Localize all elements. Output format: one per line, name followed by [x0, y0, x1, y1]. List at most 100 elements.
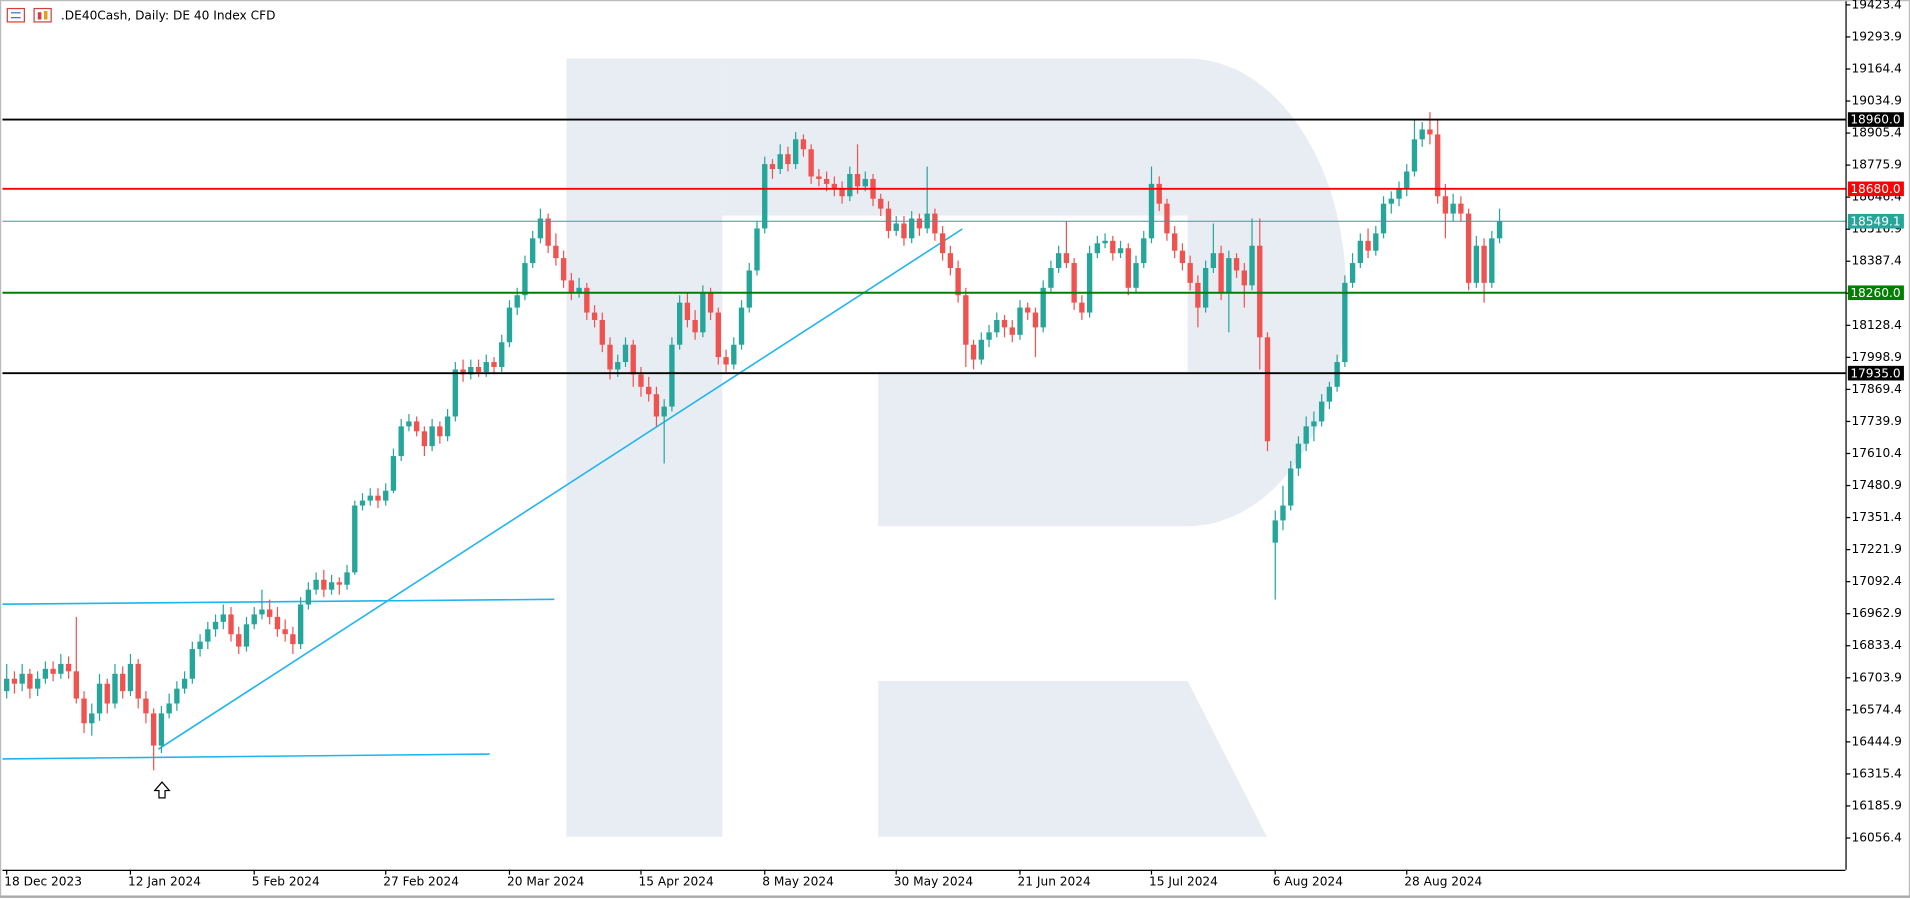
candle-body	[777, 154, 783, 170]
candle-body	[1125, 248, 1131, 288]
candle-body	[1481, 245, 1487, 283]
x-tick-label: 6 Aug 2024	[1273, 874, 1343, 888]
candle-body	[1241, 270, 1247, 286]
candle-body	[607, 344, 613, 370]
x-tick-label: 21 Jun 2024	[1018, 874, 1091, 888]
candle-body	[398, 426, 404, 457]
candle-body	[1473, 245, 1480, 283]
candle-body	[1365, 240, 1371, 251]
candle-body	[1349, 263, 1356, 283]
candle-body	[50, 668, 56, 674]
candle-body	[468, 366, 474, 375]
candle-body	[1117, 248, 1124, 254]
candle-body	[1110, 240, 1116, 254]
candle-body	[1465, 213, 1472, 283]
candle-body	[127, 663, 134, 692]
candle-body	[220, 614, 226, 622]
candle-body	[1032, 312, 1039, 328]
arrow-up-marker	[153, 781, 171, 799]
candle-body	[181, 678, 188, 689]
watermark-bowl	[722, 58, 1347, 527]
candle-body	[661, 406, 667, 417]
candle-body	[669, 344, 675, 407]
x-tick-label: 8 May 2024	[762, 874, 834, 888]
y-tick-label: 16962.9	[1852, 606, 1902, 620]
candle-body	[406, 421, 412, 427]
candle-body	[700, 292, 706, 333]
candle-body	[1434, 134, 1441, 197]
candle-body	[73, 671, 79, 699]
level-label-box	[1847, 112, 1904, 127]
candle-body	[522, 263, 528, 296]
candle-body	[1048, 268, 1054, 288]
candle-body	[112, 673, 118, 704]
candle-body	[963, 295, 969, 345]
candle-body	[328, 582, 335, 590]
x-tick-label: 18 Dec 2023	[4, 874, 82, 888]
y-tick-label: 16185.9	[1852, 798, 1902, 812]
candle-body	[375, 495, 381, 501]
candle-body	[615, 362, 621, 370]
candle-body	[166, 703, 172, 714]
candle-body	[622, 344, 629, 363]
candle-body	[560, 258, 567, 281]
y-tick-label: 18128.4	[1852, 318, 1903, 332]
trend-line	[157, 228, 963, 750]
watermark-stem	[566, 58, 723, 837]
candle-body	[1141, 238, 1147, 264]
candle-body	[885, 208, 892, 231]
candle-body	[1288, 468, 1294, 506]
candle-body	[932, 213, 938, 234]
y-tick-label: 17610.4	[1852, 446, 1903, 460]
candle-body	[1218, 253, 1224, 293]
y-tick-label: 18905.4	[1852, 126, 1903, 140]
level-label: 18680.0	[1850, 182, 1900, 196]
candle-body	[553, 245, 559, 259]
candle-body	[746, 270, 752, 308]
candle-body	[4, 678, 10, 692]
candle-body	[762, 164, 768, 229]
candle-body	[150, 713, 157, 746]
candle-body	[1202, 268, 1209, 308]
candle-body	[878, 198, 884, 209]
candle-body	[1210, 253, 1217, 269]
candle-body	[638, 374, 644, 387]
candle-body	[290, 634, 296, 645]
candle-body	[816, 176, 822, 179]
candle-body	[1063, 253, 1070, 264]
candle-body	[978, 339, 984, 360]
y-tick-label: 17351.4	[1852, 510, 1903, 524]
candle-body	[576, 287, 582, 293]
level-label: 18960.0	[1850, 113, 1900, 127]
candle-body	[1025, 307, 1031, 313]
candle-body	[854, 173, 861, 187]
candle-body	[939, 233, 946, 254]
candle-body	[1442, 196, 1449, 214]
y-tick-label: 18387.4	[1852, 254, 1903, 268]
candle-body	[205, 629, 211, 642]
candle-body	[646, 386, 652, 395]
candle-body	[785, 154, 791, 165]
candle-body	[96, 683, 103, 714]
candle-body	[1257, 245, 1263, 338]
candle-body	[1179, 250, 1186, 264]
candle-body	[197, 641, 203, 650]
candle-body	[901, 223, 907, 239]
candle-body	[823, 178, 830, 184]
candle-body	[491, 362, 497, 367]
candle-body	[383, 490, 389, 501]
candle-body	[955, 268, 961, 296]
candle-body	[537, 218, 544, 239]
x-tick-label: 20 Mar 2024	[507, 874, 584, 888]
icon	[33, 7, 52, 23]
candle-body	[947, 253, 954, 269]
watermark	[566, 58, 1347, 837]
candle-body	[1133, 263, 1139, 288]
candle-body	[653, 394, 660, 417]
candle-body	[89, 713, 95, 724]
y-tick-label: 16574.4	[1852, 702, 1903, 716]
candle-body	[839, 188, 845, 197]
level-label: 17935.0	[1850, 366, 1900, 380]
candle-body	[1017, 307, 1023, 335]
